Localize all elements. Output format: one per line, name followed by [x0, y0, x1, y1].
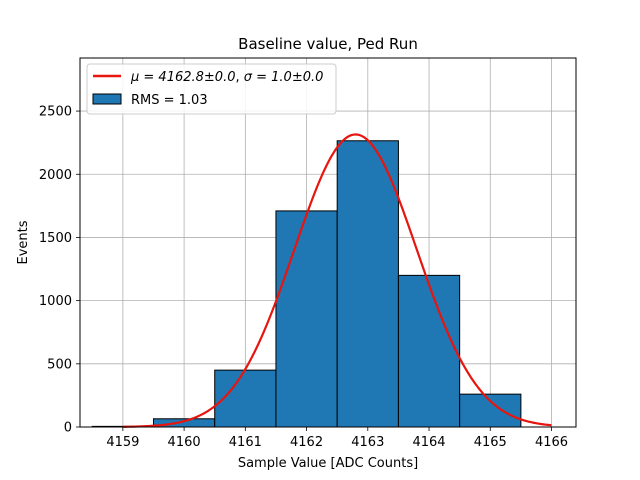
legend-box: [86, 63, 337, 115]
x-tick-label-0: 4159: [106, 435, 139, 450]
y-axis-label: Events: [16, 220, 31, 264]
x-tick-label-6: 4165: [474, 435, 507, 450]
legend-histogram-swatch: [92, 93, 122, 105]
legend-fit-sep: ,: [235, 70, 243, 85]
chart-title: Baseline value, Ped Run: [238, 35, 418, 53]
legend-histogram-label: RMS = 1.03: [131, 93, 208, 108]
x-tick-label-3: 4162: [290, 435, 323, 450]
x-tick-label-5: 4164: [412, 435, 445, 450]
legend: μ = 4162.8±0.0, σ = 1.0±0.0 RMS = 1.03: [86, 63, 337, 115]
x-axis-ticks: 4159 4160 4161 4162 4163 4164 4165 4166: [106, 427, 568, 450]
fit-curve-layer: [122, 133, 552, 428]
y-tick-label-1: 500: [47, 357, 72, 372]
x-tick-label-4: 4163: [351, 435, 384, 450]
y-axis-ticks: 0 500 1000 1500 2000 2500: [39, 105, 80, 436]
histogram-bar-6: [459, 393, 522, 428]
histogram-bar-5: [397, 274, 461, 428]
y-tick-label-4: 2000: [39, 168, 72, 183]
x-tick-label-7: 4166: [535, 435, 568, 450]
gaussian-fit-curve: [122, 133, 552, 428]
y-tick-label-5: 2500: [39, 105, 72, 120]
x-axis-label: Sample Value [ADC Counts]: [238, 456, 418, 471]
x-tick-label-1: 4160: [168, 435, 201, 450]
legend-fit-label: μ = 4162.8±0.0, σ = 1.0±0.0: [130, 70, 323, 85]
y-tick-label-0: 0: [64, 421, 72, 436]
histogram-bar-4: [336, 140, 399, 428]
y-tick-label-3: 1500: [39, 231, 72, 246]
x-tick-label-2: 4161: [229, 435, 262, 450]
histogram-bar-3: [275, 210, 338, 428]
y-tick-label-2: 1000: [39, 294, 72, 309]
legend-fit-sigma: σ = 1.0±0.0: [244, 70, 324, 85]
legend-fit-mu: μ = 4162.8±0.0: [130, 70, 235, 85]
plot-frame: [79, 57, 577, 428]
